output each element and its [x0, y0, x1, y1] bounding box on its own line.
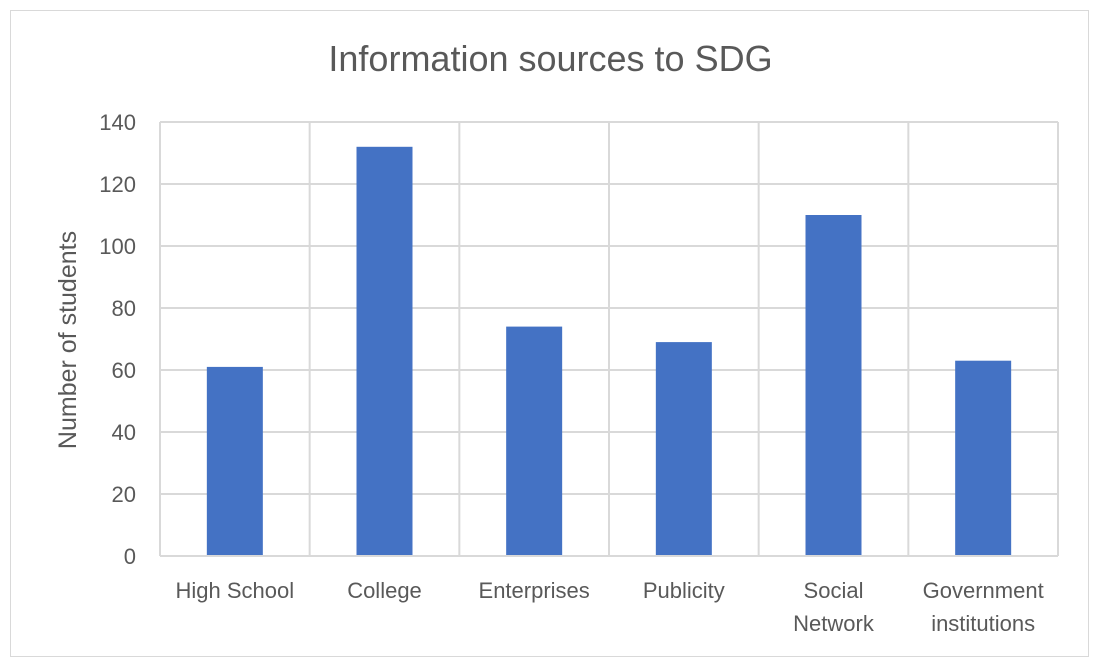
x-tick-label: High School [176, 578, 295, 603]
grid-layer [159, 121, 1059, 556]
y-tick-label: 140 [99, 110, 136, 135]
bar [356, 146, 413, 557]
label-layer: 0 20 40 60 80 100 120 140 High School College Ente… [99, 110, 1043, 636]
x-tick-line: institutions [931, 611, 1035, 636]
x-tick-line: Enterprises [479, 578, 590, 603]
bar [655, 342, 712, 556]
y-tick-label: 40 [112, 420, 136, 445]
x-tick-label: College [347, 578, 422, 603]
bar [206, 366, 263, 556]
bar [805, 215, 862, 556]
y-tick-label: 120 [99, 172, 136, 197]
y-tick-label: 80 [112, 296, 136, 321]
x-tick-line: Publicity [643, 578, 725, 603]
x-tick-label: Enterprises [479, 578, 590, 603]
x-tick-label: Social Network [793, 578, 875, 636]
chart-title: Information sources to SDG [328, 38, 773, 79]
bar [506, 326, 563, 556]
y-tick-label: 100 [99, 234, 136, 259]
bar-layer [206, 146, 1012, 557]
x-tick-line: Network [793, 611, 875, 636]
y-axis-label: Number of students [54, 231, 82, 449]
x-tick-line: Social [804, 578, 864, 603]
y-tick-label: 20 [112, 482, 136, 507]
bar [955, 360, 1012, 556]
x-tick-label: Government institutions [923, 578, 1044, 636]
x-tick-line: College [347, 578, 422, 603]
y-tick-label: 0 [124, 544, 136, 569]
y-tick-label: 60 [112, 358, 136, 383]
x-tick-line: High School [176, 578, 295, 603]
x-tick-label: Publicity [643, 578, 725, 603]
x-tick-line: Government [923, 578, 1044, 603]
